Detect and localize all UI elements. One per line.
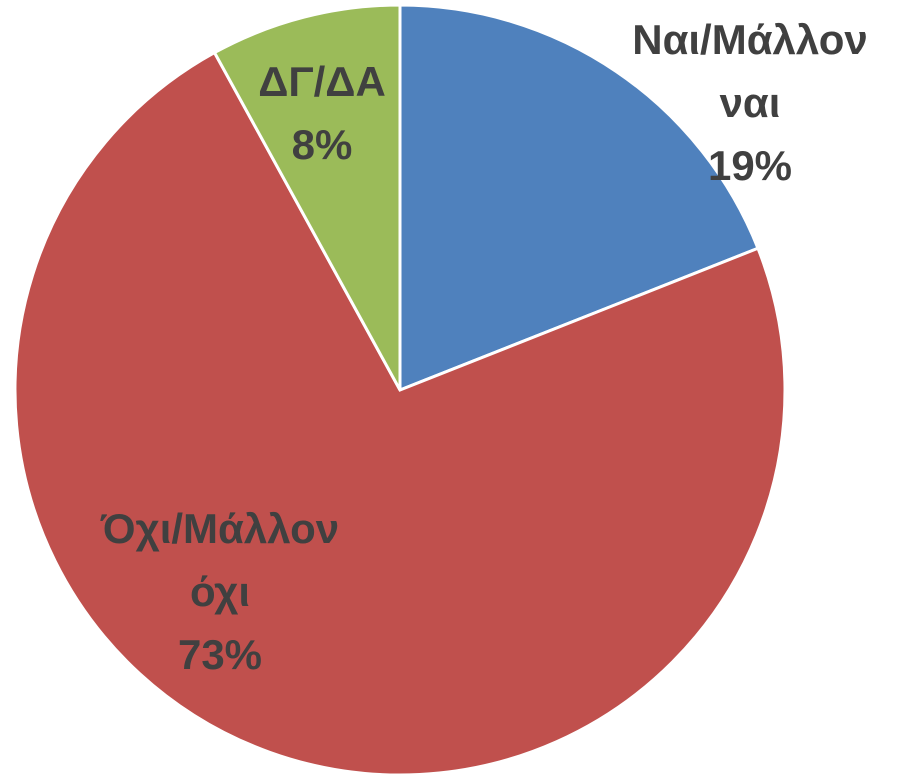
value-label: 73% bbox=[177, 631, 263, 678]
slice-label: Ναι/Μάλλον ναι 19% bbox=[600, 8, 900, 197]
pie-slice bbox=[13, 50, 787, 776]
pie-slice bbox=[212, 3, 402, 391]
value-label: 8% bbox=[291, 121, 353, 168]
category-label: Ναι/Μάλλον ναι bbox=[632, 16, 868, 126]
category-label: ΔΓ/ΔΑ bbox=[258, 58, 386, 105]
slice-label: Όχι/Μάλλον όχι 73% bbox=[70, 497, 370, 686]
slice-label: ΔΓ/ΔΑ 8% bbox=[242, 50, 402, 176]
category-label: Όχι/Μάλλον όχι bbox=[100, 505, 340, 615]
value-label: 19% bbox=[707, 142, 793, 189]
pie-slice bbox=[398, 3, 760, 393]
